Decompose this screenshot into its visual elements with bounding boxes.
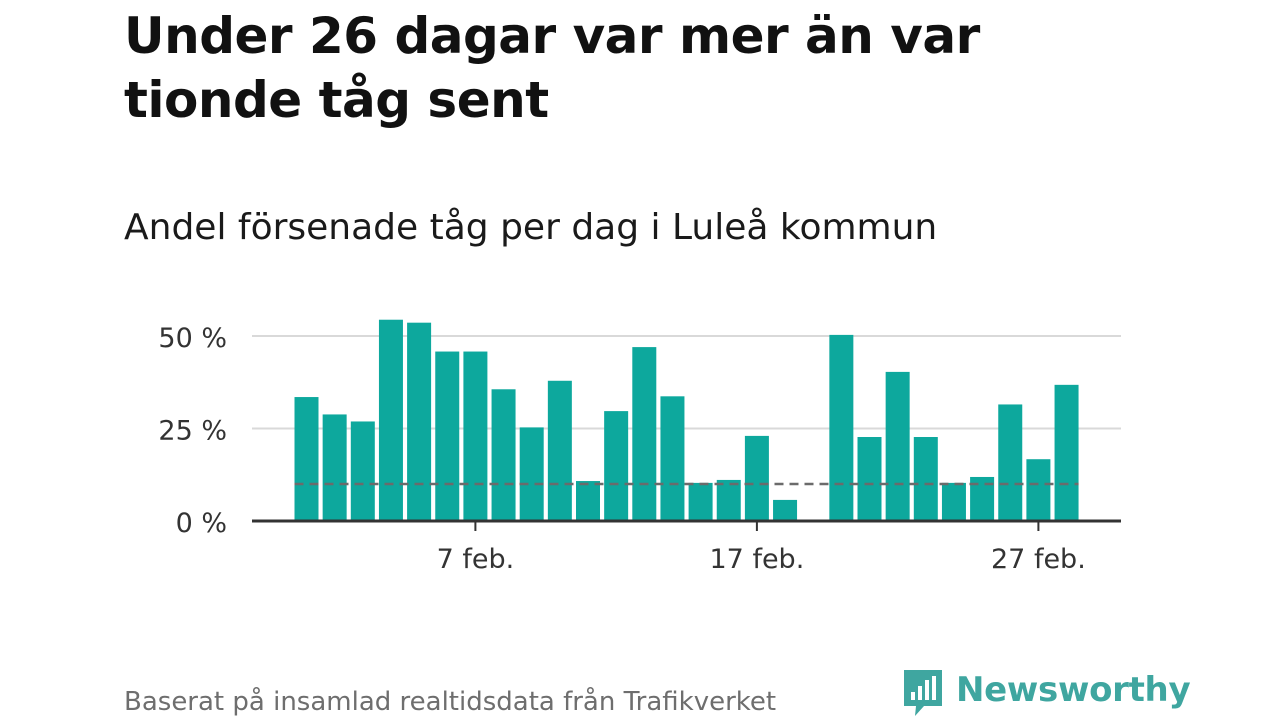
bar — [998, 404, 1023, 521]
bar — [350, 421, 375, 521]
bar — [660, 396, 685, 521]
bar — [716, 479, 741, 521]
y-tick-label: 0 % — [176, 508, 227, 539]
y-tick-label: 50 % — [158, 323, 227, 354]
bar — [913, 437, 938, 521]
bar — [857, 437, 882, 521]
axes: 0 % 25 % 50 % 7 feb. 17 feb. 27 feb. — [158, 323, 1121, 575]
bar — [463, 351, 488, 521]
bar — [1054, 384, 1079, 521]
x-tick-label: 17 feb. — [710, 544, 805, 575]
bar — [491, 389, 516, 521]
bar — [829, 334, 854, 521]
chart-title: Under 26 dagar var mer än var tionde tåg… — [124, 7, 980, 129]
bar — [435, 351, 460, 521]
bar — [576, 481, 600, 521]
bar — [294, 397, 319, 521]
x-tick-label: 7 feb. — [437, 544, 515, 575]
bar — [688, 482, 713, 521]
bar — [632, 347, 657, 521]
bar — [1026, 459, 1051, 521]
bar — [885, 371, 910, 521]
newsworthy-logo-text: Newsworthy — [956, 670, 1191, 710]
source-note: Baserat på insamlad realtidsdata från Tr… — [124, 687, 777, 717]
bar — [547, 380, 572, 521]
bar — [604, 411, 629, 521]
newsworthy-logo-icon — [904, 670, 942, 716]
bar — [322, 414, 347, 521]
bars — [294, 319, 1079, 521]
bar — [378, 319, 403, 521]
chart-subtitle: Andel försenade tåg per dag i Luleå komm… — [124, 207, 938, 248]
bar — [407, 322, 432, 521]
y-tick-label: 25 % — [158, 416, 227, 447]
x-tick-label: 27 feb. — [991, 544, 1086, 575]
bar — [744, 435, 769, 521]
newsworthy-logo: Newsworthy — [902, 668, 1191, 720]
bar — [519, 427, 544, 521]
bar — [941, 482, 966, 521]
bar — [773, 499, 798, 521]
